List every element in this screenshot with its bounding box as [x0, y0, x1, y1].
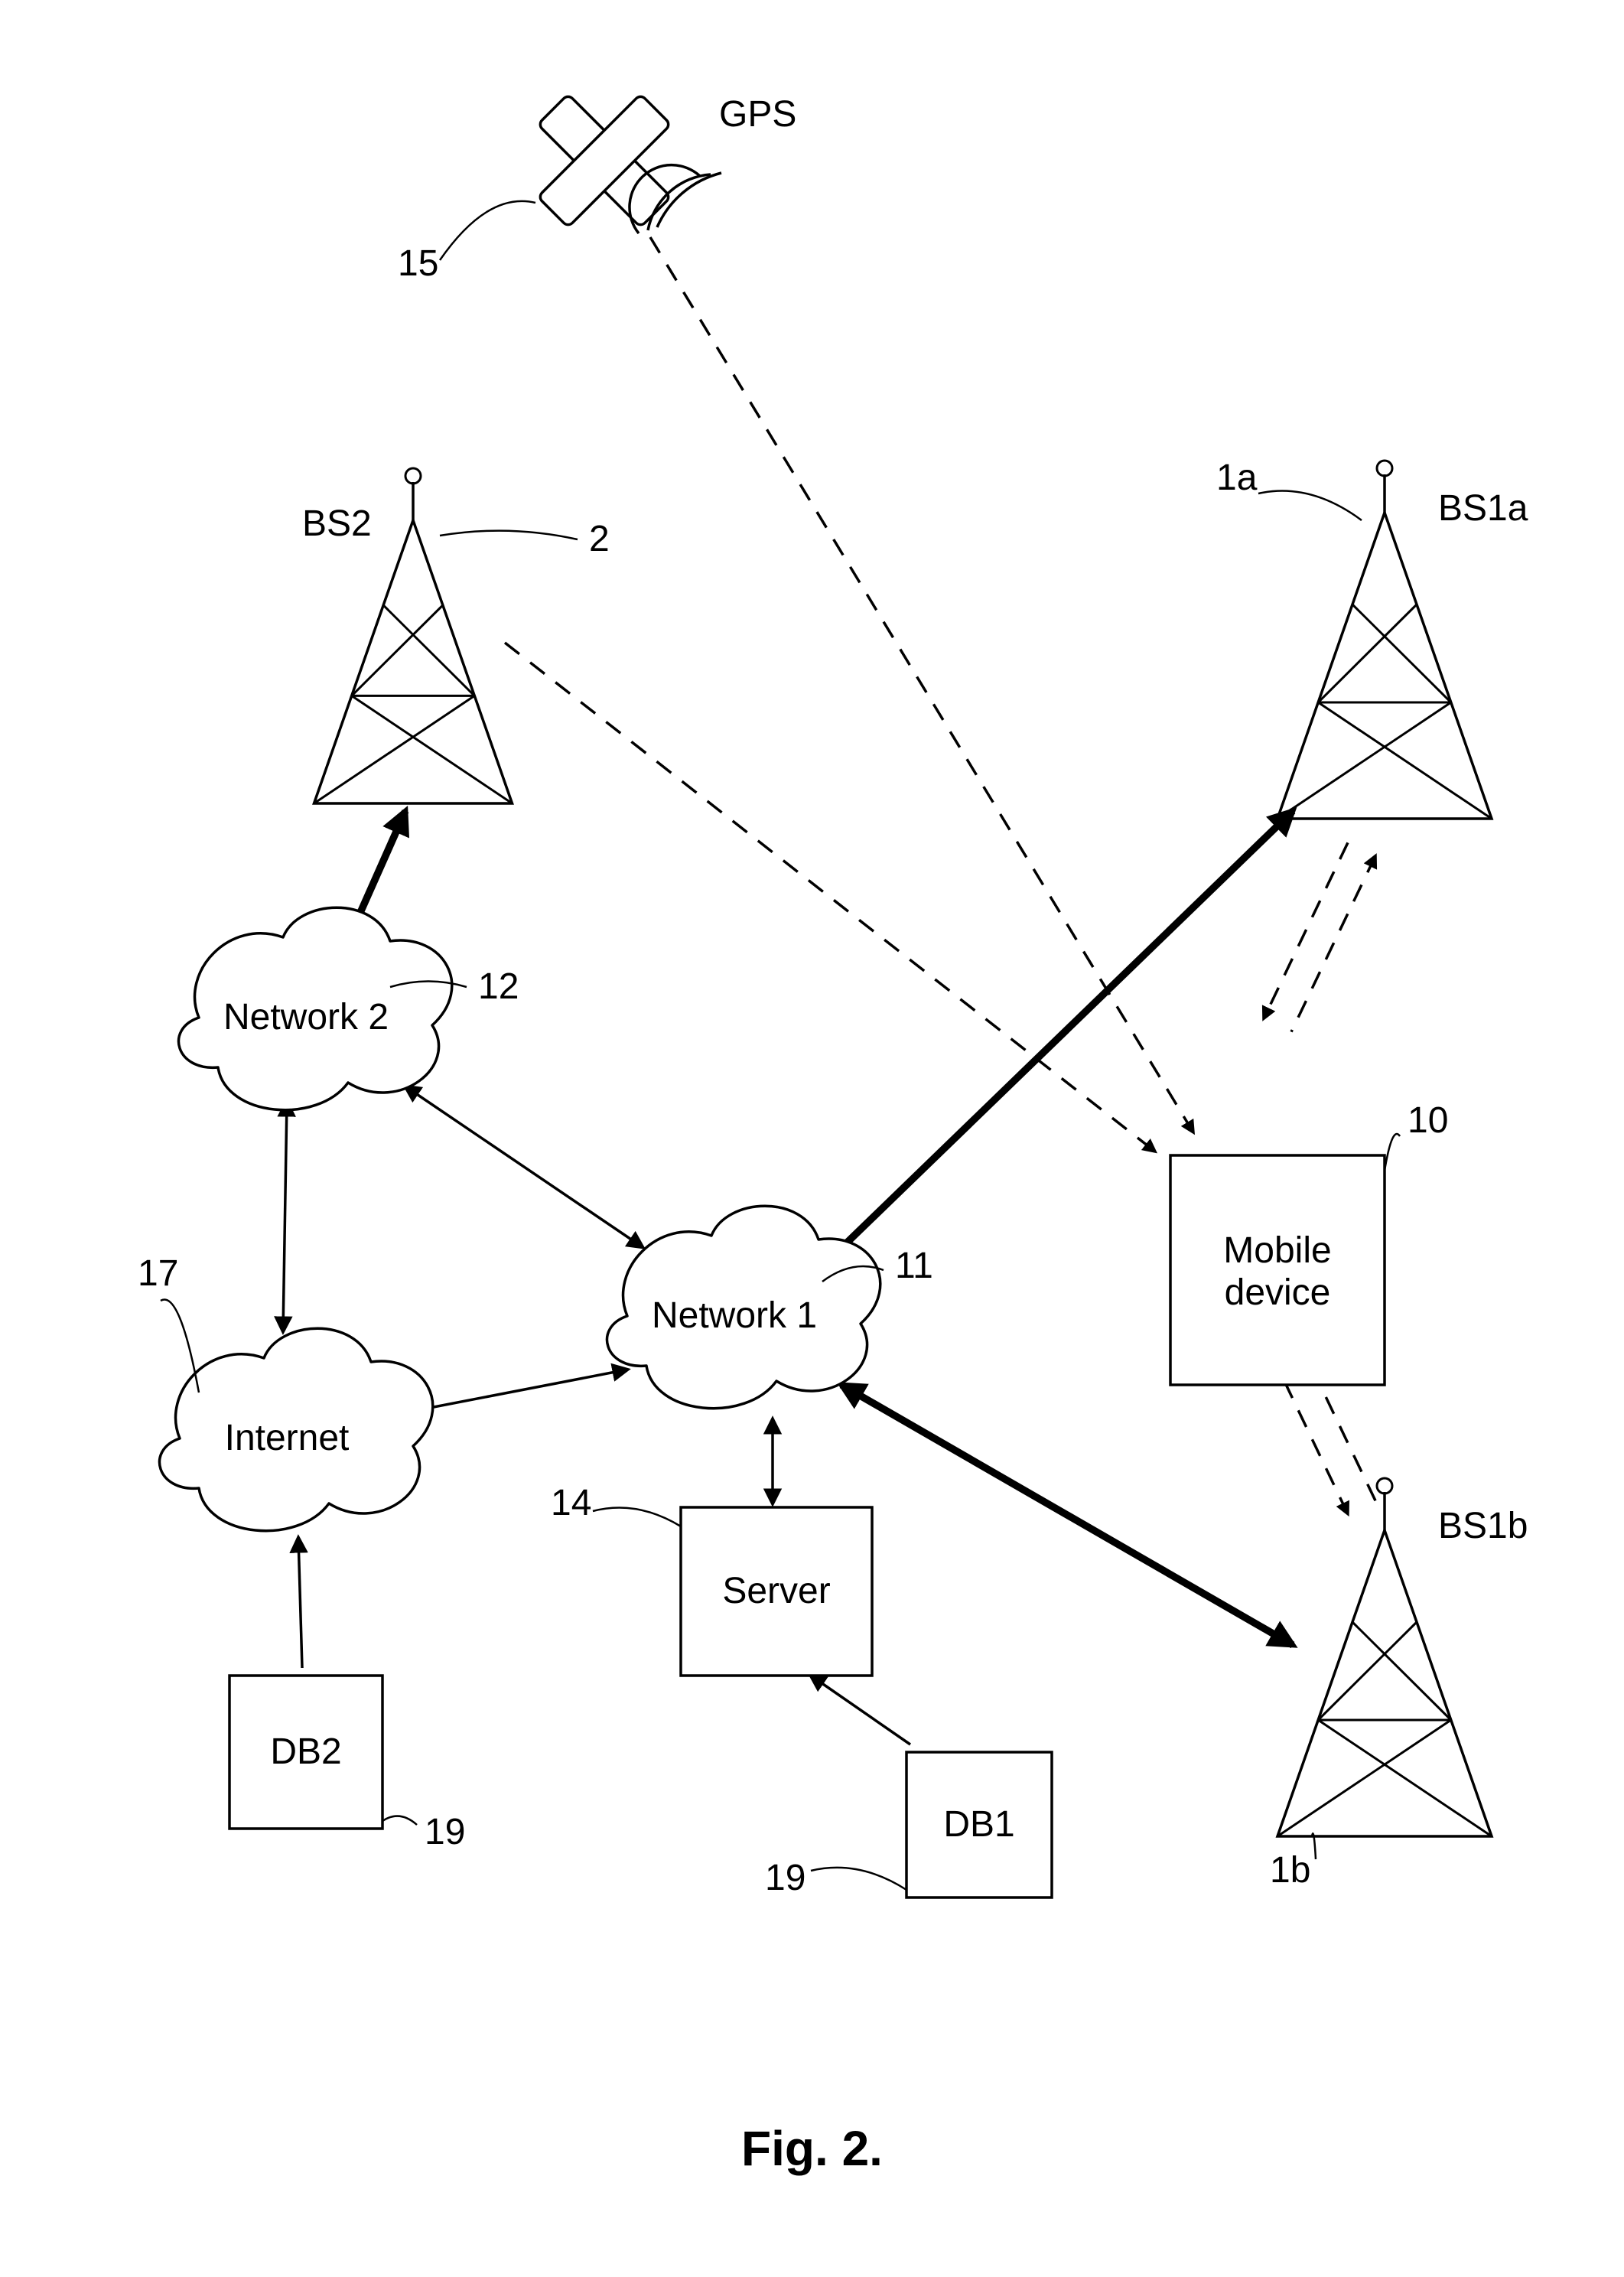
ref-19-a: 19 [765, 1858, 805, 1898]
network-2-label: Network 2 [223, 997, 389, 1038]
bs2-label: BS2 [302, 503, 372, 544]
figure-caption: Fig. 2. [741, 2121, 883, 2176]
gps-satellite [538, 94, 721, 233]
leader [382, 1816, 417, 1825]
edge-bs1a-mobile [1264, 842, 1348, 1018]
edge-net1-net2 [405, 1086, 643, 1247]
leader [1385, 1134, 1400, 1171]
ref-17: 17 [138, 1253, 178, 1294]
ref-14: 14 [551, 1483, 591, 1523]
network-2: Network 2 [179, 907, 452, 1109]
leader [593, 1508, 681, 1527]
ref-2: 2 [589, 519, 610, 559]
edge-db2-internet [298, 1538, 302, 1668]
edge-net2-internet [283, 1102, 287, 1331]
ref-12: 12 [478, 966, 519, 1007]
ref-10: 10 [1408, 1100, 1448, 1141]
diagram-canvas: GPS 15 BS2 2 BS1a 1a BS1b 1b Network 2 12 Network … [0, 0, 1624, 2277]
ref-11: 11 [895, 1246, 933, 1286]
ref-1a: 1a [1216, 458, 1258, 498]
db1-label: DB1 [943, 1804, 1014, 1845]
network-1: Network 1 [607, 1206, 880, 1408]
bs1b-label: BS1b [1438, 1506, 1528, 1546]
edge-bs2-mobile [505, 643, 1155, 1152]
ref-1b: 1b [1270, 1850, 1310, 1891]
bs1a-label: BS1a [1438, 488, 1528, 529]
leader [440, 201, 535, 260]
internet: Internet [160, 1328, 433, 1530]
leader [1258, 491, 1362, 520]
network-1-label: Network 1 [652, 1295, 817, 1336]
ref-19-b: 19 [425, 1812, 465, 1852]
internet-label: Internet [225, 1418, 350, 1458]
gps-label: GPS [719, 94, 796, 135]
server-label: Server [722, 1571, 830, 1611]
edge-db1-server [811, 1676, 910, 1744]
mobile-label-1: Mobile [1223, 1230, 1331, 1271]
edge-gps-mobile [650, 237, 1193, 1132]
leader [440, 531, 578, 539]
edge-net1-bs1b [841, 1385, 1293, 1645]
ref-15: 15 [398, 243, 438, 284]
edge-bs1a-mobile [1291, 856, 1375, 1032]
mobile-label-2: device [1225, 1272, 1331, 1313]
db2-label: DB2 [270, 1731, 341, 1772]
leader [811, 1868, 906, 1890]
